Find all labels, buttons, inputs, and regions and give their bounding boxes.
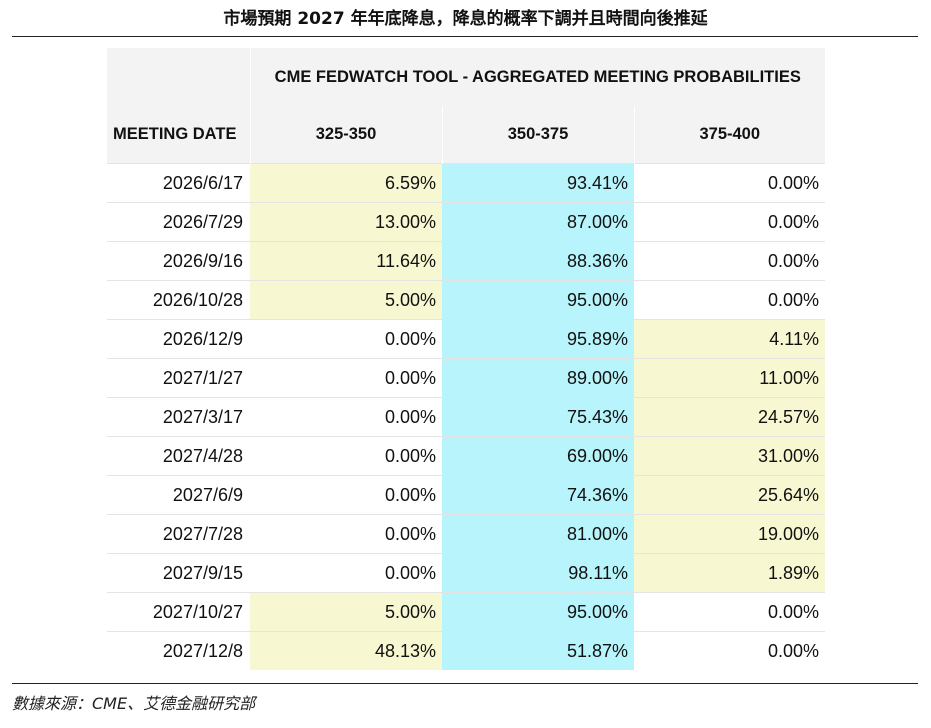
probability-350-375-cell: 81.00% [442,514,634,554]
meeting-date-cell: 2027/12/8 [107,631,250,670]
probability-350-375-cell: 98.11% [442,553,634,593]
meeting-date-cell: 2027/9/15 [107,553,250,593]
probability-350-375-cell: 95.00% [442,592,634,632]
table-row: 2027/4/28 0.00% 69.00% 31.00% [107,436,825,476]
meeting-date-cell: 2027/1/27 [107,358,250,398]
bottom-divider [12,683,918,684]
probability-375-400-cell: 0.00% [634,202,825,242]
probability-375-400-cell: 24.57% [634,397,825,437]
table-row: 2026/10/28 5.00% 95.00% 0.00% [107,280,825,320]
source-note: 數據來源：CME、艾德金融研究部 [12,694,256,713]
probability-375-400-cell: 19.00% [634,514,825,554]
meeting-date-cell: 2026/6/17 [107,163,250,203]
probability-325-350-cell: 0.00% [250,553,442,593]
probability-375-400-cell: 0.00% [634,280,825,320]
column-header-row: MEETING DATE 325-350 350-375 375-400 [107,106,825,164]
probability-350-375-cell: 95.00% [442,280,634,320]
table-row: 2026/12/9 0.00% 95.89% 4.11% [107,319,825,359]
table-row: 2026/6/17 6.59% 93.41% 0.00% [107,163,825,203]
meeting-date-cell: 2027/10/27 [107,592,250,632]
meeting-date-cell: 2027/3/17 [107,397,250,437]
meeting-date-cell: 2026/7/29 [107,202,250,242]
table-title-row: CME FEDWATCH TOOL - AGGREGATED MEETING P… [107,48,825,106]
probability-325-350-cell: 0.00% [250,514,442,554]
probability-350-375-cell: 87.00% [442,202,634,242]
probability-350-375-cell: 69.00% [442,436,634,476]
top-divider [12,36,918,37]
probability-350-375-cell: 93.41% [442,163,634,203]
probability-350-375-cell: 75.43% [442,397,634,437]
probability-table: CME FEDWATCH TOOL - AGGREGATED MEETING P… [107,48,825,670]
probability-325-350-cell: 11.64% [250,241,442,281]
probability-375-400-cell: 0.00% [634,241,825,281]
meeting-date-cell: 2026/12/9 [107,319,250,359]
table-row: 2026/9/16 11.64% 88.36% 0.00% [107,241,825,281]
probability-325-350-cell: 0.00% [250,358,442,398]
column-header-375-400: 375-400 [633,106,825,164]
probability-325-350-cell: 13.00% [250,202,442,242]
probability-375-400-cell: 1.89% [634,553,825,593]
table-row: 2027/9/15 0.00% 98.11% 1.89% [107,553,825,593]
table-row: 2027/12/8 48.13% 51.87% 0.00% [107,631,825,670]
probability-325-350-cell: 5.00% [250,280,442,320]
meeting-date-cell: 2027/4/28 [107,436,250,476]
probability-325-350-cell: 0.00% [250,475,442,515]
probability-325-350-cell: 6.59% [250,163,442,203]
probability-375-400-cell: 4.11% [634,319,825,359]
meeting-date-cell: 2027/7/28 [107,514,250,554]
probability-325-350-cell: 0.00% [250,436,442,476]
probability-375-400-cell: 0.00% [634,631,825,670]
table-row: 2026/7/29 13.00% 87.00% 0.00% [107,202,825,242]
probability-350-375-cell: 88.36% [442,241,634,281]
corner-cell [107,48,250,106]
probability-325-350-cell: 0.00% [250,319,442,359]
probability-375-400-cell: 25.64% [634,475,825,515]
probability-350-375-cell: 95.89% [442,319,634,359]
table-row: 2027/10/27 5.00% 95.00% 0.00% [107,592,825,632]
meeting-date-cell: 2026/10/28 [107,280,250,320]
table-row: 2027/3/17 0.00% 75.43% 24.57% [107,397,825,437]
column-header-325-350: 325-350 [249,106,442,164]
probability-325-350-cell: 5.00% [250,592,442,632]
probability-375-400-cell: 0.00% [634,163,825,203]
probability-350-375-cell: 74.36% [442,475,634,515]
page-title: 市場預期 2027 年年底降息，降息的概率下調并且時間向後推延 [223,9,708,29]
table-row: 2027/1/27 0.00% 89.00% 11.00% [107,358,825,398]
table-row: 2027/7/28 0.00% 81.00% 19.00% [107,514,825,554]
table-row: 2027/6/9 0.00% 74.36% 25.64% [107,475,825,515]
probability-350-375-cell: 89.00% [442,358,634,398]
table-title: CME FEDWATCH TOOL - AGGREGATED MEETING P… [249,48,825,106]
meeting-date-cell: 2027/6/9 [107,475,250,515]
meeting-date-cell: 2026/9/16 [107,241,250,281]
column-header-meeting-date: MEETING DATE [107,106,250,164]
table-body: 2026/6/17 6.59% 93.41% 0.00% 2026/7/29 13.00%… [107,163,825,670]
probability-375-400-cell: 0.00% [634,592,825,632]
probability-325-350-cell: 48.13% [250,631,442,670]
probability-350-375-cell: 51.87% [442,631,634,670]
column-header-350-375: 350-375 [441,106,634,164]
probability-375-400-cell: 31.00% [634,436,825,476]
probability-325-350-cell: 0.00% [250,397,442,437]
probability-375-400-cell: 11.00% [634,358,825,398]
